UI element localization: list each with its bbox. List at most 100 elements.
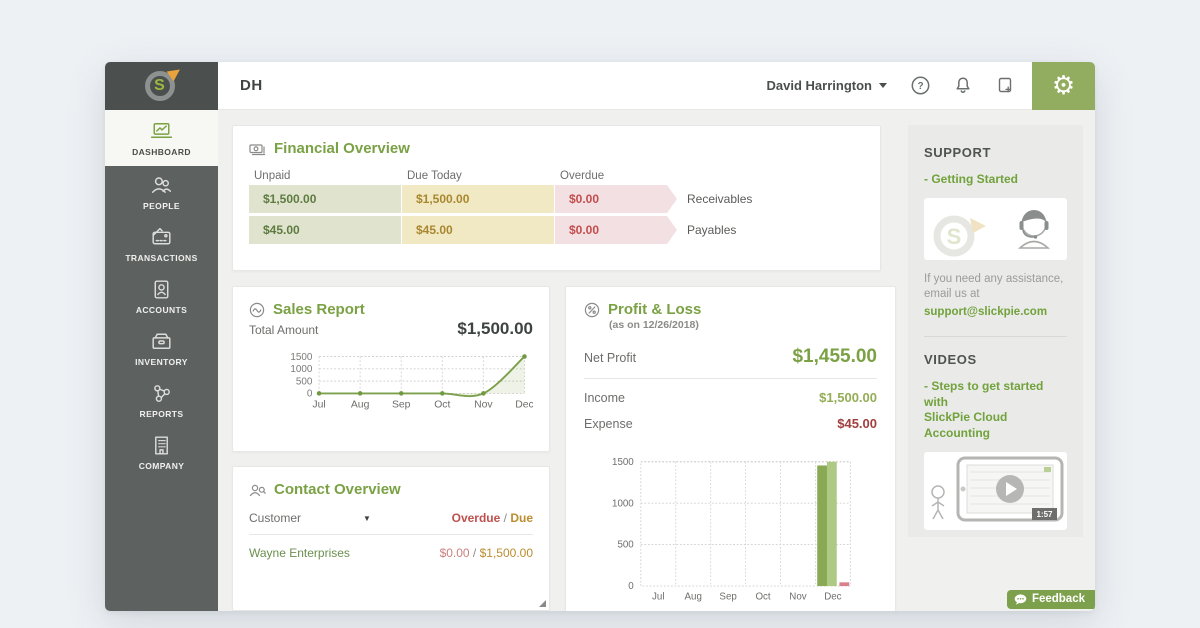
sidebar-label: REPORTS	[139, 409, 184, 419]
unpaid-cell: $1,500.00	[249, 185, 401, 213]
customer-filter-dropdown[interactable]: Customer ▼	[249, 511, 371, 525]
sidebar-item-accounts[interactable]: ACCOUNTS	[105, 270, 218, 322]
svg-text:1500: 1500	[290, 352, 313, 363]
svg-text:S: S	[947, 224, 962, 249]
user-name: David Harrington	[766, 78, 872, 93]
column-header: Due Today	[407, 170, 462, 182]
sidebar-label: COMPANY	[138, 461, 185, 471]
video-link[interactable]: - Steps to get started with SlickPie Clo…	[924, 379, 1044, 440]
total-amount-value: $1,500.00	[457, 319, 533, 338]
profit-loss-card: Profit & Loss (as on 12/26/2018) Net Pro…	[565, 286, 896, 611]
feedback-label: Feedback	[1031, 593, 1085, 605]
resize-handle[interactable]	[539, 600, 546, 607]
svg-text:Sep: Sep	[719, 591, 737, 602]
sidebar-label: TRANSACTIONS	[125, 253, 198, 263]
profit-loss-bar-chart: 0 500 1000 1500 Jul Aug Sep Oct Nov Dec	[612, 457, 851, 602]
settings-button[interactable]: ⚙	[1032, 62, 1095, 110]
svg-text:Aug: Aug	[351, 400, 370, 411]
gear-icon: ⚙	[1051, 71, 1076, 101]
assist-text: If you need any assistance, email us at …	[924, 272, 1067, 321]
unpaid-cell: $45.00	[249, 216, 401, 244]
divider	[924, 336, 1067, 338]
svg-text:500: 500	[296, 376, 313, 387]
income-label: Income	[584, 391, 625, 405]
svg-text:0: 0	[307, 389, 313, 400]
svg-text:Jul: Jul	[312, 400, 325, 411]
support-email-link[interactable]: support@slickpie.com	[924, 305, 1048, 318]
svg-text:Aug: Aug	[685, 591, 702, 602]
svg-text:Oct: Oct	[755, 591, 770, 602]
sidebar-item-inventory[interactable]: INVENTORY	[105, 322, 218, 374]
feedback-button[interactable]: Feedback	[1006, 590, 1095, 609]
play-icon	[1006, 481, 1017, 496]
contact-name-link[interactable]: Wayne Enterprises	[249, 546, 350, 560]
sidebar-label: DASHBOARD	[132, 147, 191, 157]
svg-text:Nov: Nov	[789, 591, 806, 602]
sales-chart-icon	[249, 302, 265, 318]
overdue-cell: $0.00	[555, 185, 677, 213]
reports-icon	[154, 385, 170, 402]
slickpie-logo[interactable]: S	[105, 62, 218, 110]
company-initials: DH	[240, 77, 263, 94]
cash-icon	[249, 142, 266, 156]
new-document-icon[interactable]	[996, 76, 1014, 95]
video-thumbnail[interactable]: 1:57	[924, 451, 1067, 530]
videos-heading: VIDEOS	[924, 352, 977, 368]
company-icon	[155, 436, 168, 455]
video-duration: 1:57	[1036, 510, 1053, 519]
list-item: Wayne Enterprises $0.00 / $1,500.00	[249, 546, 533, 560]
svg-text:1000: 1000	[612, 498, 634, 509]
main-content: Financial Overview Unpaid Due Today Over…	[218, 110, 1095, 611]
app-window: S DH David Harrington ?	[105, 62, 1095, 611]
header-actions: David Harrington ?	[767, 76, 1014, 95]
financial-overview-card: Financial Overview Unpaid Due Today Over…	[232, 125, 881, 271]
svg-text:Dec: Dec	[515, 400, 533, 411]
net-profit-value: $1,455.00	[792, 346, 877, 367]
top-bar: S DH David Harrington ?	[105, 62, 1095, 110]
financial-columns: Unpaid Due Today Overdue	[249, 170, 864, 182]
contact-values: $0.00 / $1,500.00	[439, 546, 533, 560]
transactions-icon	[152, 227, 171, 245]
dashboard-icon	[150, 122, 173, 138]
sales-report-card: Sales Report Total Amount $1,500.00 0 500…	[232, 286, 550, 452]
sidebar-item-dashboard[interactable]: DASHBOARD	[105, 110, 218, 166]
as-on-date: (as on 12/26/2018)	[609, 319, 699, 331]
sidebar-item-transactions[interactable]: TRANSACTIONS	[105, 218, 218, 270]
svg-text:500: 500	[617, 540, 634, 551]
expense-label: Expense	[584, 417, 633, 431]
sidebar-label: PEOPLE	[143, 201, 180, 211]
sidebar-item-people[interactable]: PEOPLE	[105, 166, 218, 218]
svg-text:Nov: Nov	[474, 400, 493, 411]
income-value: $1,500.00	[819, 390, 877, 405]
overdue-cell: $0.00	[555, 216, 677, 244]
row-label: Payables	[687, 223, 737, 237]
sidebar-item-reports[interactable]: REPORTS	[105, 374, 218, 426]
notifications-bell-icon[interactable]	[954, 76, 972, 95]
caret-down-icon	[879, 83, 887, 88]
column-header: Unpaid	[254, 170, 291, 182]
sidebar-item-company[interactable]: COMPANY	[105, 426, 218, 478]
svg-text:1000: 1000	[290, 364, 313, 375]
sidebar: DASHBOARD PEOPLE TRANSACTIONS ACCOUNTS I…	[105, 110, 218, 611]
inventory-icon	[152, 333, 171, 349]
accounts-icon	[154, 280, 169, 299]
card-title: Sales Report	[273, 301, 365, 318]
due-today-cell: $1,500.00	[402, 185, 554, 213]
getting-started-link[interactable]: - Getting Started	[924, 172, 1019, 186]
filter-label: Customer	[249, 511, 302, 525]
dropdown-caret-icon: ▼	[363, 513, 371, 523]
contact-overview-card: Contact Overview Customer ▼ Overdue / Du…	[232, 466, 550, 611]
table-row: $45.00 $45.00 $0.00 Payables	[249, 216, 864, 244]
people-icon	[151, 177, 172, 193]
logo-letter: S	[154, 77, 165, 94]
user-menu[interactable]: David Harrington	[767, 78, 887, 93]
contact-search-icon	[249, 483, 266, 497]
support-illustration: S	[924, 197, 1067, 260]
help-icon[interactable]: ?	[911, 76, 930, 95]
logo-ring	[144, 71, 175, 101]
expense-value: $45.00	[837, 416, 877, 431]
slickpie-logo-mark: S	[143, 64, 183, 104]
net-profit-label: Net Profit	[584, 351, 637, 365]
support-panel: SUPPORT - Getting Started S	[908, 125, 1083, 537]
